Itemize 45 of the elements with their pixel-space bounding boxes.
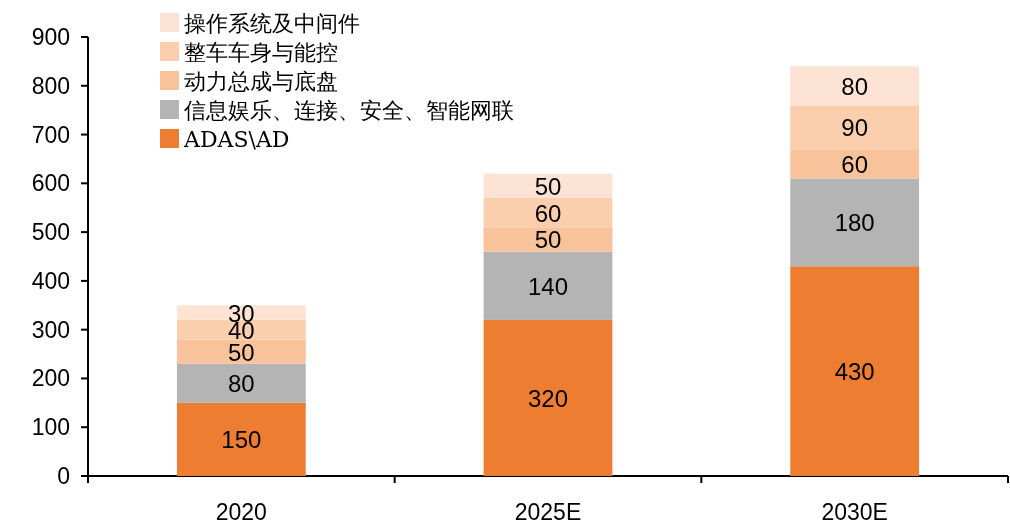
y-tick-label: 400 xyxy=(31,267,70,294)
y-tick-label: 500 xyxy=(31,219,70,246)
bar xyxy=(790,105,920,150)
data-label: 50 xyxy=(534,226,562,254)
bar xyxy=(483,173,613,198)
bar xyxy=(483,197,613,228)
legend-label: 操作系统及中间件 xyxy=(184,11,360,36)
data-label: 60 xyxy=(534,199,562,227)
data-label: 60 xyxy=(841,150,869,178)
data-label: 50 xyxy=(227,338,255,366)
data-label: 320 xyxy=(527,384,569,412)
data-label: 90 xyxy=(841,114,869,142)
bar xyxy=(176,402,306,476)
y-tick-label: 0 xyxy=(57,463,70,489)
bar xyxy=(176,305,306,320)
y-tick-label: 300 xyxy=(31,316,70,343)
bar xyxy=(483,251,613,320)
bar xyxy=(790,66,920,106)
data-label: 80 xyxy=(841,72,869,100)
legend-label: 信息娱乐、连接、安全、智能网联 xyxy=(184,98,514,123)
x-tick-label: 2030E xyxy=(821,499,888,520)
data-label: 80 xyxy=(227,370,255,398)
legend-label: ADAS\AD xyxy=(183,127,290,152)
bar xyxy=(790,149,920,179)
y-tick-label: 700 xyxy=(31,121,70,148)
y-tick-label: 200 xyxy=(31,365,70,392)
bar xyxy=(790,178,920,267)
bar xyxy=(176,363,306,403)
x-tick-label: 2025E xyxy=(514,499,582,520)
bar xyxy=(483,227,613,252)
data-label: 150 xyxy=(221,426,262,454)
x-tick-label: 2020 xyxy=(215,499,267,520)
bar xyxy=(176,339,306,364)
data-label: 180 xyxy=(834,209,875,237)
data-label: 140 xyxy=(527,272,569,300)
legend-label: 动力总成与底盘 xyxy=(184,69,338,94)
y-tick-label: 100 xyxy=(31,414,70,441)
bar xyxy=(790,266,920,476)
y-tick-label: 900 xyxy=(31,24,70,50)
legend-label: 整车车身与能控 xyxy=(184,40,338,65)
bar xyxy=(483,319,613,476)
y-tick-label: 600 xyxy=(31,170,70,197)
data-label: 430 xyxy=(834,358,875,386)
data-label: 50 xyxy=(534,172,562,200)
y-tick-label: 800 xyxy=(31,72,70,99)
